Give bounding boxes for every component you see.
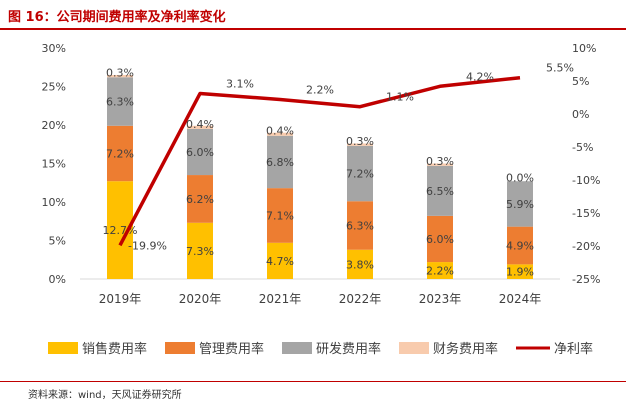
bar-data-label: 6.5% — [426, 185, 454, 198]
legend-swatch — [282, 342, 312, 354]
bar-segment — [267, 135, 293, 189]
bar-segment — [347, 143, 373, 146]
bar-data-label: 0.3% — [106, 67, 134, 80]
legend-label: 管理费用率 — [199, 341, 264, 357]
bar-segment — [427, 262, 453, 279]
legend-swatch — [48, 342, 78, 354]
y-right-tick-label: -10% — [572, 174, 600, 187]
bar-data-label: 2.2% — [426, 265, 454, 278]
y-right-tick-label: 10% — [572, 42, 596, 55]
y-left-tick-label: 25% — [42, 81, 66, 94]
line-data-label: 1.1% — [386, 91, 414, 104]
legend-swatch — [399, 342, 429, 354]
line-data-label: 5.5% — [546, 62, 574, 75]
bar-segment — [347, 201, 373, 250]
bar-segment — [427, 163, 453, 166]
bar-segment — [107, 125, 133, 182]
x-tick-label: 2023年 — [419, 292, 462, 306]
bar-segment — [107, 74, 133, 78]
bar-segment — [347, 145, 373, 202]
bar-data-label: 0.4% — [266, 125, 294, 138]
bar-data-label: 0.3% — [346, 135, 374, 148]
bar-segment — [267, 188, 293, 243]
y-right-tick-label: -20% — [572, 240, 600, 253]
y-left-tick-label: 5% — [49, 235, 66, 248]
line-data-label: 4.2% — [466, 70, 494, 83]
bar-segment — [347, 249, 373, 279]
line-data-label: 2.2% — [306, 83, 334, 96]
bar-data-label: 7.2% — [346, 168, 374, 181]
legend-label: 财务费用率 — [433, 341, 498, 357]
bar-segment — [187, 222, 213, 279]
x-tick-label: 2022年 — [339, 292, 382, 306]
y-right-tick-label: 0% — [572, 108, 589, 121]
bar-segment — [107, 77, 133, 126]
y-right-tick-label: -25% — [572, 273, 600, 286]
source-note: 资料来源：wind，天风证券研究所 — [28, 390, 182, 401]
bar-data-label: 6.0% — [426, 233, 454, 246]
bar-data-label: 7.2% — [106, 147, 134, 160]
bar-segment — [507, 181, 533, 227]
y-left-tick-label: 0% — [49, 273, 66, 286]
bar-data-label: 7.1% — [266, 209, 294, 222]
bar-data-label: 0.3% — [426, 155, 454, 168]
line-data-label: -19.9% — [128, 239, 167, 252]
line-data-label: 3.1% — [226, 78, 254, 91]
page-title: 图 16：公司期间费用率及净利率变化 — [8, 10, 226, 25]
legend-label: 研发费用率 — [316, 341, 381, 357]
x-tick-label: 2019年 — [99, 292, 142, 306]
y-left-tick-label: 30% — [42, 42, 66, 55]
bar-data-label: 6.0% — [186, 146, 214, 159]
chart: 0% 5% 10% 15% 20% 25% 30% -25% -20% -15% -10% -5% 0%… — [42, 42, 601, 357]
bar-data-label: 5.9% — [506, 198, 534, 211]
bar-segment — [187, 125, 213, 129]
bar-data-label: 0.0% — [506, 172, 534, 185]
bar-segment — [507, 226, 533, 265]
y-right-tick-label: -5% — [572, 141, 593, 154]
bar-segment — [427, 165, 453, 216]
bar-segment — [267, 242, 293, 279]
x-tick-label: 2024年 — [499, 292, 542, 306]
y-right-tick-label: 5% — [572, 75, 589, 88]
bar-segment — [187, 128, 213, 176]
bar-data-label: 6.3% — [346, 219, 374, 232]
bar-segment — [187, 175, 213, 223]
x-tick-label: 2021年 — [259, 292, 302, 306]
net-margin-line — [118, 75, 521, 247]
bar-data-label: 12.7% — [103, 224, 138, 237]
bar-data-label: 4.7% — [266, 255, 294, 268]
bar-data-label: 4.9% — [506, 240, 534, 253]
bar-data-label: 6.3% — [106, 96, 134, 109]
bar-segment — [427, 215, 453, 263]
legend-label: 销售费用率 — [82, 341, 147, 357]
bar-data-label: 7.3% — [186, 245, 214, 258]
bar-segment — [267, 132, 293, 136]
legend-swatch — [165, 342, 195, 354]
bar-data-label: 0.4% — [186, 118, 214, 131]
bar-data-label: 6.8% — [266, 156, 294, 169]
bar-data-label: 6.2% — [186, 193, 214, 206]
legend-label: 净利率 — [554, 341, 593, 357]
bar-data-label: 3.8% — [346, 258, 374, 271]
y-left-tick-label: 15% — [42, 158, 66, 171]
footer-divider — [0, 381, 626, 382]
bar-segment — [507, 264, 533, 279]
bar-data-label: 1.9% — [506, 266, 534, 279]
title-divider — [0, 28, 626, 30]
y-left-tick-label: 20% — [42, 119, 66, 132]
x-tick-label: 2020年 — [179, 292, 222, 306]
y-right-tick-label: -15% — [572, 207, 600, 220]
y-left-tick-label: 10% — [42, 196, 66, 209]
